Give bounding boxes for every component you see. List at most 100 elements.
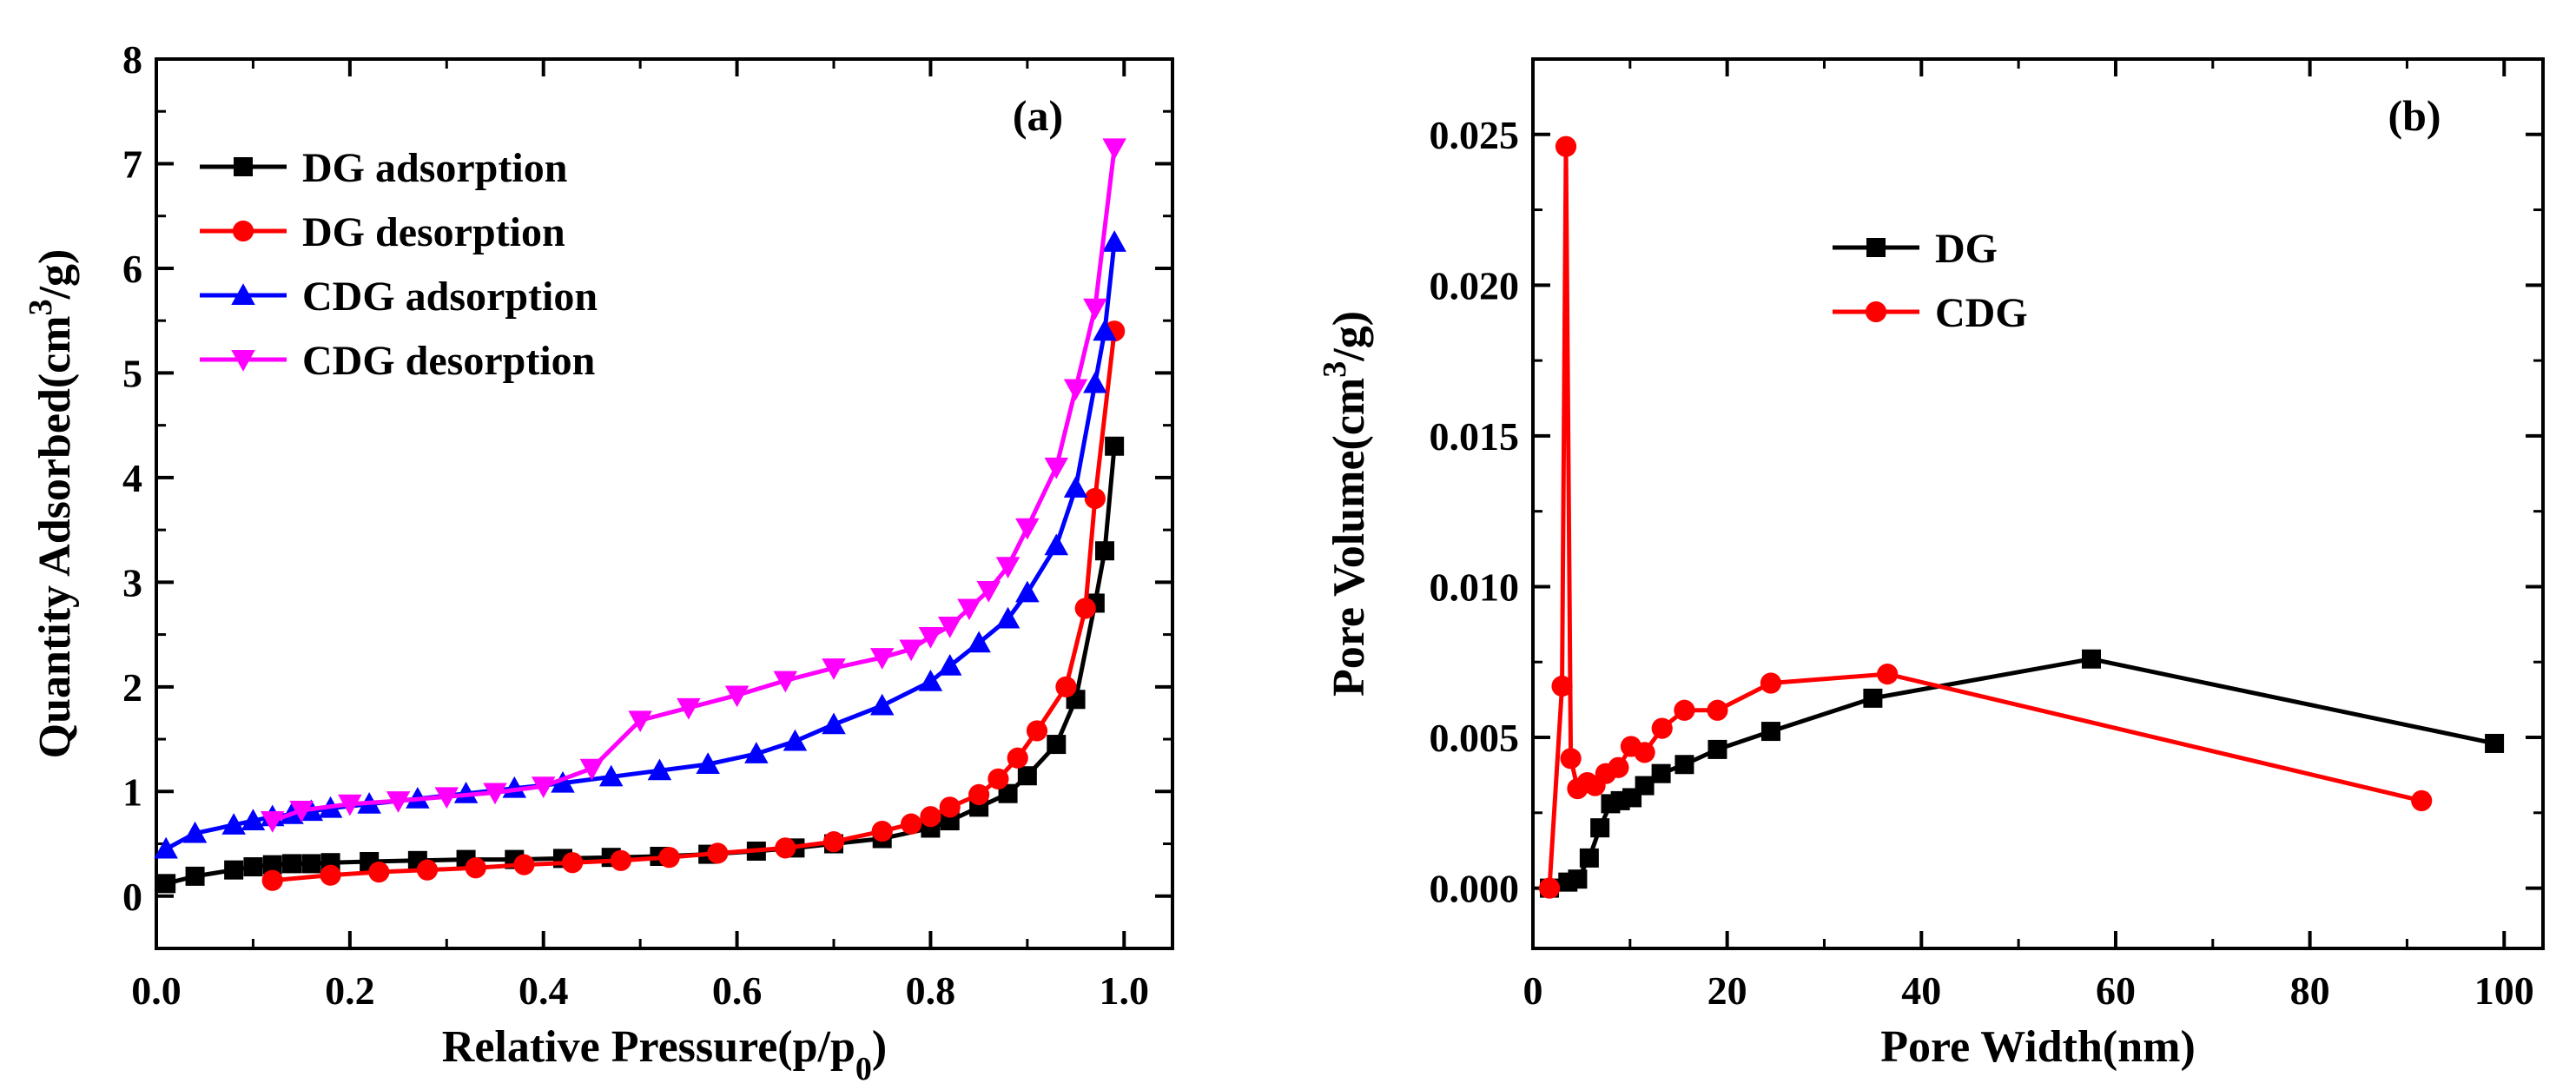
data-point (899, 639, 923, 662)
data-point (822, 831, 845, 853)
legend-marker (1865, 301, 1887, 323)
x-tick-label: 40 (1901, 968, 1941, 1013)
y-axis-title: Pore Volume(cm3/g) (1317, 311, 1374, 697)
data-point (1674, 699, 1695, 721)
data-point (2082, 649, 2102, 669)
data-point (1590, 818, 1610, 838)
data-point (869, 648, 895, 670)
data-point (628, 710, 652, 733)
data-point (775, 837, 796, 859)
data-point (243, 857, 263, 877)
data-point (1555, 135, 1577, 157)
y-tick-label: 6 (122, 247, 142, 291)
x-tick-label: 0.0 (131, 968, 182, 1013)
data-point (1074, 598, 1096, 619)
data-point (282, 854, 301, 874)
data-point (1044, 457, 1069, 479)
data-point (1579, 848, 1599, 868)
data-point (939, 796, 961, 818)
y-tick-label: 0.000 (1430, 867, 1520, 911)
legend-label: DG desorption (302, 209, 565, 255)
data-point (513, 854, 535, 875)
y-tick-label: 0.020 (1430, 263, 1520, 307)
data-point (1102, 138, 1126, 161)
data-point (1083, 298, 1107, 320)
data-point (1044, 533, 1069, 556)
x-axis-title: Relative Pressure(p/p0) (442, 1022, 887, 1087)
legend-label: CDG adsorption (302, 274, 598, 320)
data-point (658, 847, 680, 869)
data-point (610, 849, 631, 871)
legend-label: DG (1935, 226, 1998, 272)
y-tick-label: 0.025 (1430, 113, 1520, 157)
data-point (1047, 735, 1067, 755)
data-point (2411, 789, 2433, 812)
data-point (2485, 733, 2505, 753)
data-point (1635, 776, 1655, 796)
series-0 (1540, 649, 2505, 898)
series-1 (261, 320, 1126, 891)
legend-label: CDG desorption (302, 338, 595, 384)
data-point (937, 653, 962, 676)
y-tick-label: 5 (122, 351, 142, 395)
plot-frame (1531, 57, 2545, 950)
data-point (289, 800, 314, 822)
data-point (957, 598, 981, 621)
data-point (598, 764, 624, 787)
data-point (1015, 580, 1040, 603)
data-point (221, 813, 246, 835)
x-tick-label: 60 (2096, 968, 2136, 1013)
series-line (164, 241, 1117, 851)
panel-a-isotherm-chart: 0.0 0.2 0.4 0.6 0.8 1.0 0 1 2 3 4 5 6 7 8 Relative Pres… (23, 37, 1174, 1087)
y-tick-label: 1 (122, 770, 142, 814)
data-point (724, 685, 750, 708)
data-point (1634, 742, 1655, 763)
data-point (783, 729, 808, 751)
series-2 (154, 230, 1126, 859)
data-point (579, 758, 604, 781)
data-point (453, 781, 479, 803)
data-point (1017, 766, 1037, 786)
y-tick-label: 0 (122, 875, 142, 919)
data-point (987, 768, 1009, 789)
y-tick-label: 4 (122, 456, 142, 500)
data-point (1568, 869, 1588, 889)
x-tick-label: 0.4 (519, 968, 569, 1013)
y-tick-label: 3 (122, 560, 142, 604)
y-tick-label: 8 (122, 37, 142, 82)
data-point (773, 671, 798, 693)
data-point (976, 580, 1001, 603)
data-point (1063, 379, 1088, 401)
data-point (1007, 747, 1028, 769)
data-point (1102, 230, 1126, 252)
data-point (185, 866, 205, 886)
data-point (156, 874, 176, 894)
x-tick-label: 20 (1707, 968, 1747, 1013)
panel-label: (a) (1013, 91, 1063, 140)
data-point (416, 859, 439, 881)
data-point (1026, 720, 1048, 742)
data-point (262, 855, 282, 875)
data-point (1055, 676, 1077, 697)
legend-marker (1866, 238, 1886, 257)
y-tick-label: 0.015 (1430, 414, 1520, 459)
data-point (998, 783, 1018, 803)
data-point (647, 758, 672, 781)
data-point (869, 693, 895, 716)
data-point (967, 631, 991, 653)
data-point (995, 606, 1020, 629)
x-tick-label: 0 (1523, 968, 1543, 1013)
data-point (531, 776, 556, 799)
y-tick-label: 7 (122, 142, 142, 186)
data-point (995, 557, 1020, 579)
x-tick-label: 1.0 (1100, 968, 1150, 1013)
data-point (1760, 722, 1780, 742)
data-point (920, 806, 941, 828)
data-point (562, 852, 584, 874)
data-point (154, 836, 178, 859)
data-point (677, 697, 701, 720)
legend-marker (231, 350, 255, 372)
plot-frame (155, 57, 1174, 950)
data-point (822, 658, 846, 680)
